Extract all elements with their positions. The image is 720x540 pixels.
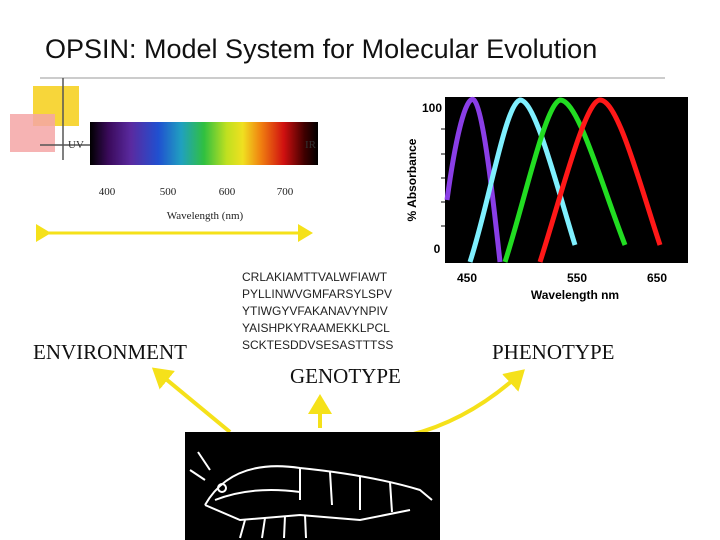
sequence-line: YTIWGYVFAKANAVYNPIV (242, 304, 388, 318)
absorbance-x-label: Wavelength nm (531, 288, 619, 302)
title: OPSIN: Model System for Molecular Evolut… (45, 34, 597, 64)
absorbance-y-label: % Absorbance (405, 138, 419, 221)
arrow (151, 367, 232, 434)
environment-label: ENVIRONMENT (33, 340, 187, 364)
phenotype-label: PHENOTYPE (492, 340, 615, 364)
deco-square (10, 114, 55, 152)
absorbance-y-tick: 100 (422, 101, 442, 115)
absorbance-y-tick: 0 (434, 242, 441, 256)
shrimp-image (185, 432, 440, 540)
absorbance-x-tick: 650 (647, 271, 667, 285)
curve (444, 96, 503, 263)
uv-label: UV (68, 139, 84, 151)
spectrum-tick: 600 (219, 186, 236, 198)
sequence-line: CRLAKIAMTTVALWFIAWT (242, 270, 388, 284)
spectrum-tick: 400 (99, 186, 116, 198)
spectrum-tick: 700 (277, 186, 294, 198)
spectrum-axis-label: Wavelength (nm) (167, 210, 244, 222)
absorbance-x-tick: 550 (567, 271, 587, 285)
sequence-line: PYLLINWVGMFARSYLSPV (242, 287, 392, 301)
shrimp-drawing (189, 451, 433, 539)
absorbance-x-tick: 450 (457, 271, 477, 285)
spectrum-bar (90, 122, 318, 165)
curve (502, 97, 628, 263)
curve (467, 97, 578, 263)
spectrum-tick: 500 (160, 186, 177, 198)
curve (537, 97, 663, 263)
genotype-label: GENOTYPE (290, 364, 401, 388)
sequence-line: SCKTESDDVSESASTTTSS (242, 338, 393, 352)
sequence-line: YAISHPKYRAAMEKKLPCL (242, 321, 390, 335)
ir-label: IR (305, 139, 317, 151)
arrow (409, 369, 525, 437)
